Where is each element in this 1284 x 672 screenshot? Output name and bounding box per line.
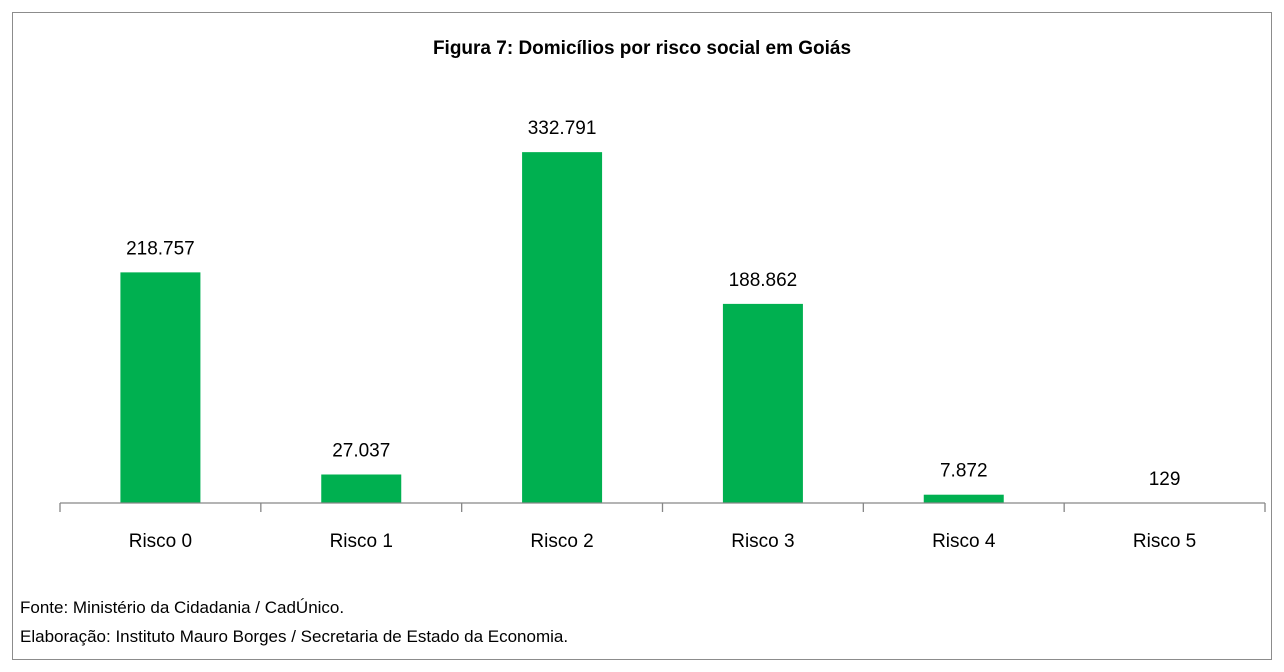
chart-title: Figura 7: Domicílios por risco social em… [432, 38, 852, 59]
data-label: 332.791 [528, 118, 597, 139]
source-note: Fonte: Ministério da Cidadania / CadÚnic… [20, 598, 345, 617]
x-tick-label: Risco 0 [129, 531, 192, 552]
bar-risco-3 [722, 303, 803, 503]
chart-frame [12, 12, 1272, 660]
x-axis [59, 502, 1266, 512]
x-tick-label: Risco 1 [330, 531, 393, 552]
x-tick-label: Risco 4 [932, 531, 996, 552]
bar-risco-2 [522, 152, 603, 504]
x-tick-label: Risco 2 [530, 531, 593, 552]
bars-layer [120, 152, 1205, 504]
bar-risco-0 [120, 272, 201, 503]
labels-layer: 218.757 Risco 0 27.037 Risco 1 332.791 Risco … [126, 118, 1196, 552]
credits-note: Elaboração: Instituto Mauro Borges / Sec… [20, 627, 569, 646]
bar-risco-1 [321, 474, 402, 503]
bar-risco-4 [923, 494, 1004, 503]
data-label: 129 [1149, 469, 1181, 490]
data-label: 27.037 [332, 440, 390, 461]
data-label: 218.757 [126, 238, 195, 259]
data-label: 7.872 [940, 461, 988, 482]
x-tick-label: Risco 5 [1133, 531, 1196, 552]
x-tick-label: Risco 3 [731, 531, 794, 552]
data-label: 188.862 [729, 270, 798, 291]
